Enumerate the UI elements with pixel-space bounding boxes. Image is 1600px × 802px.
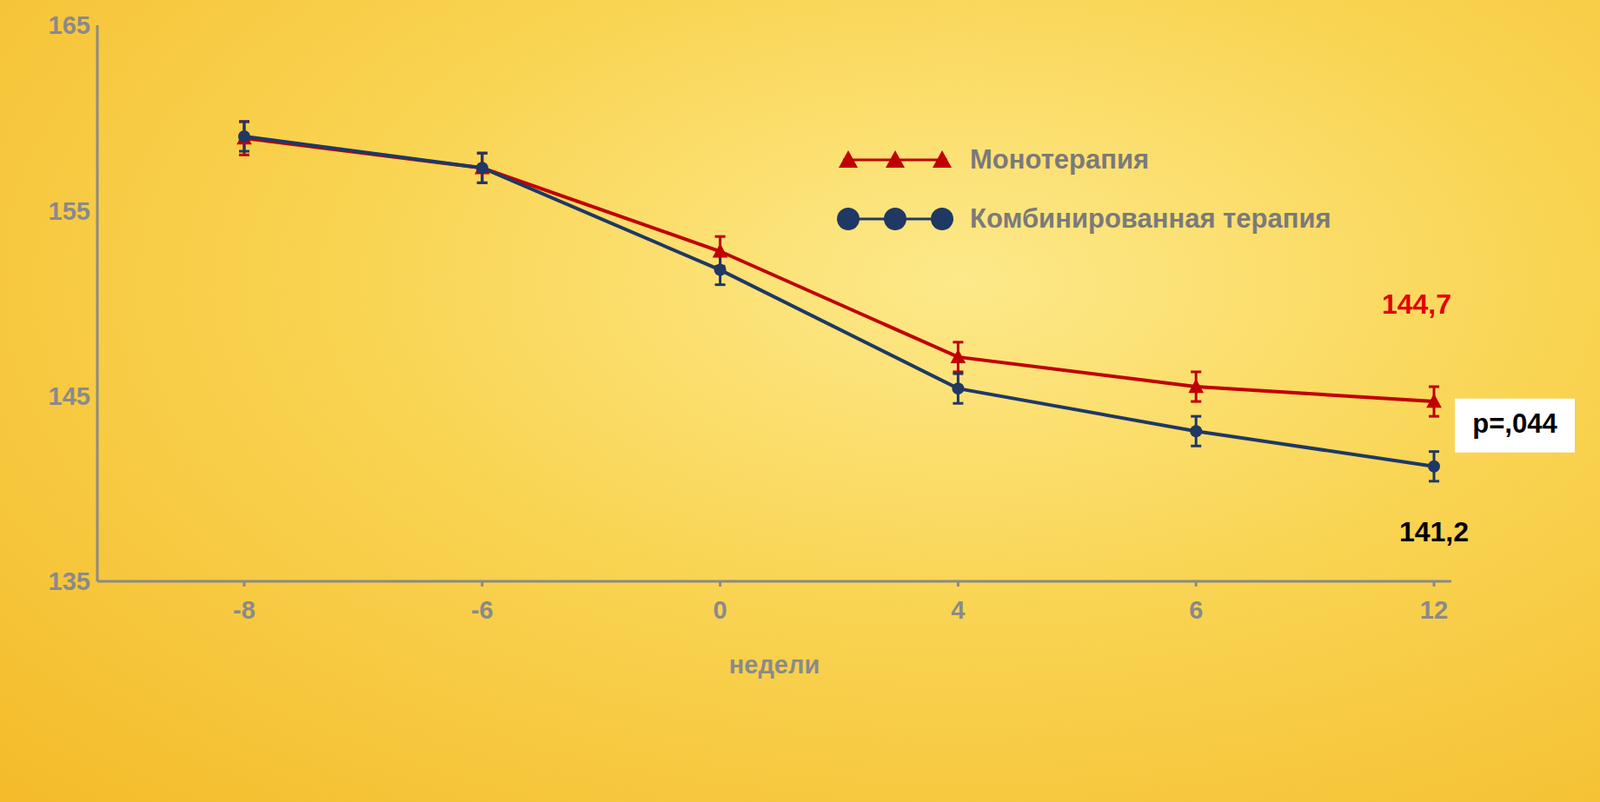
svg-text:144,7: 144,7 [1381,288,1452,320]
html-text:Монотерапия: Монотерапия [969,144,1150,175]
html-text:Комбинированная терапия: Комбинированная терапия [969,203,1332,234]
svg-text:4: 4 [950,596,965,625]
svg-text:165: 165 [48,11,91,40]
svg-text:-6: -6 [471,596,494,625]
svg-text:6: 6 [1188,596,1203,625]
svg-text:155: 155 [48,197,91,226]
svg-text:135: 135 [48,567,91,596]
svg-text:p=,044: p=,044 [1472,408,1558,439]
svg-text:12: 12 [1420,596,1448,625]
svg-text:145: 145 [48,382,91,411]
svg-text:недели: недели [729,650,820,679]
svg-text:0: 0 [713,596,728,625]
svg-text:141,2: 141,2 [1399,516,1469,548]
svg-text:-8: -8 [232,596,256,625]
